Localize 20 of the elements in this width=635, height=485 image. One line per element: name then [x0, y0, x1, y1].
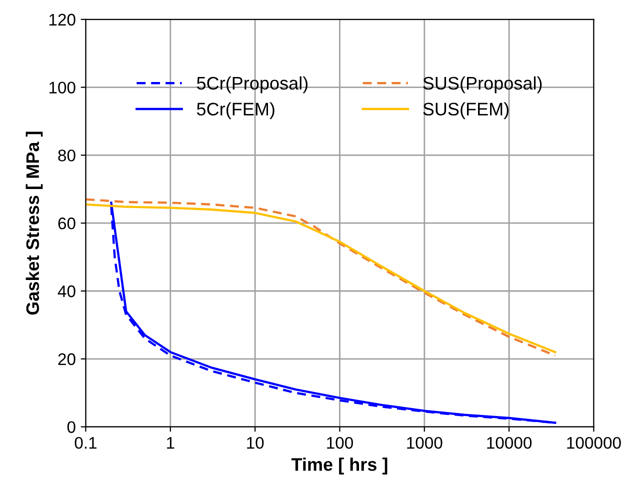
y-axis-title: Gasket Stress [ MPa ]: [26, 132, 43, 315]
legend-label: 5Cr(FEM): [196, 102, 274, 120]
y-tick-label: 20: [58, 353, 76, 366]
x-tick-label: 100000: [567, 436, 621, 449]
legend-label: SUS(Proposal): [423, 76, 542, 94]
x-tick-label: 10000: [487, 436, 532, 449]
x-axis-title: Time [ hrs ]: [291, 458, 388, 474]
y-tick-label: 100: [49, 82, 76, 94]
legend-label: 5Cr(Proposal): [196, 76, 308, 94]
y-tick-label: 120: [49, 14, 76, 26]
x-tick-label: 1000: [407, 436, 442, 449]
y-tick-label: 40: [58, 285, 76, 298]
x-tick-label: 100: [327, 436, 353, 449]
legend-label: SUS(FEM): [423, 102, 509, 120]
x-tick-label: 0.1: [74, 436, 96, 449]
y-tick-label: 80: [58, 150, 76, 162]
y-tick-label: 60: [58, 218, 76, 230]
y-tick-label: 0: [67, 421, 76, 434]
x-tick-label: 1: [167, 437, 174, 449]
x-tick-label: 10: [247, 436, 264, 449]
